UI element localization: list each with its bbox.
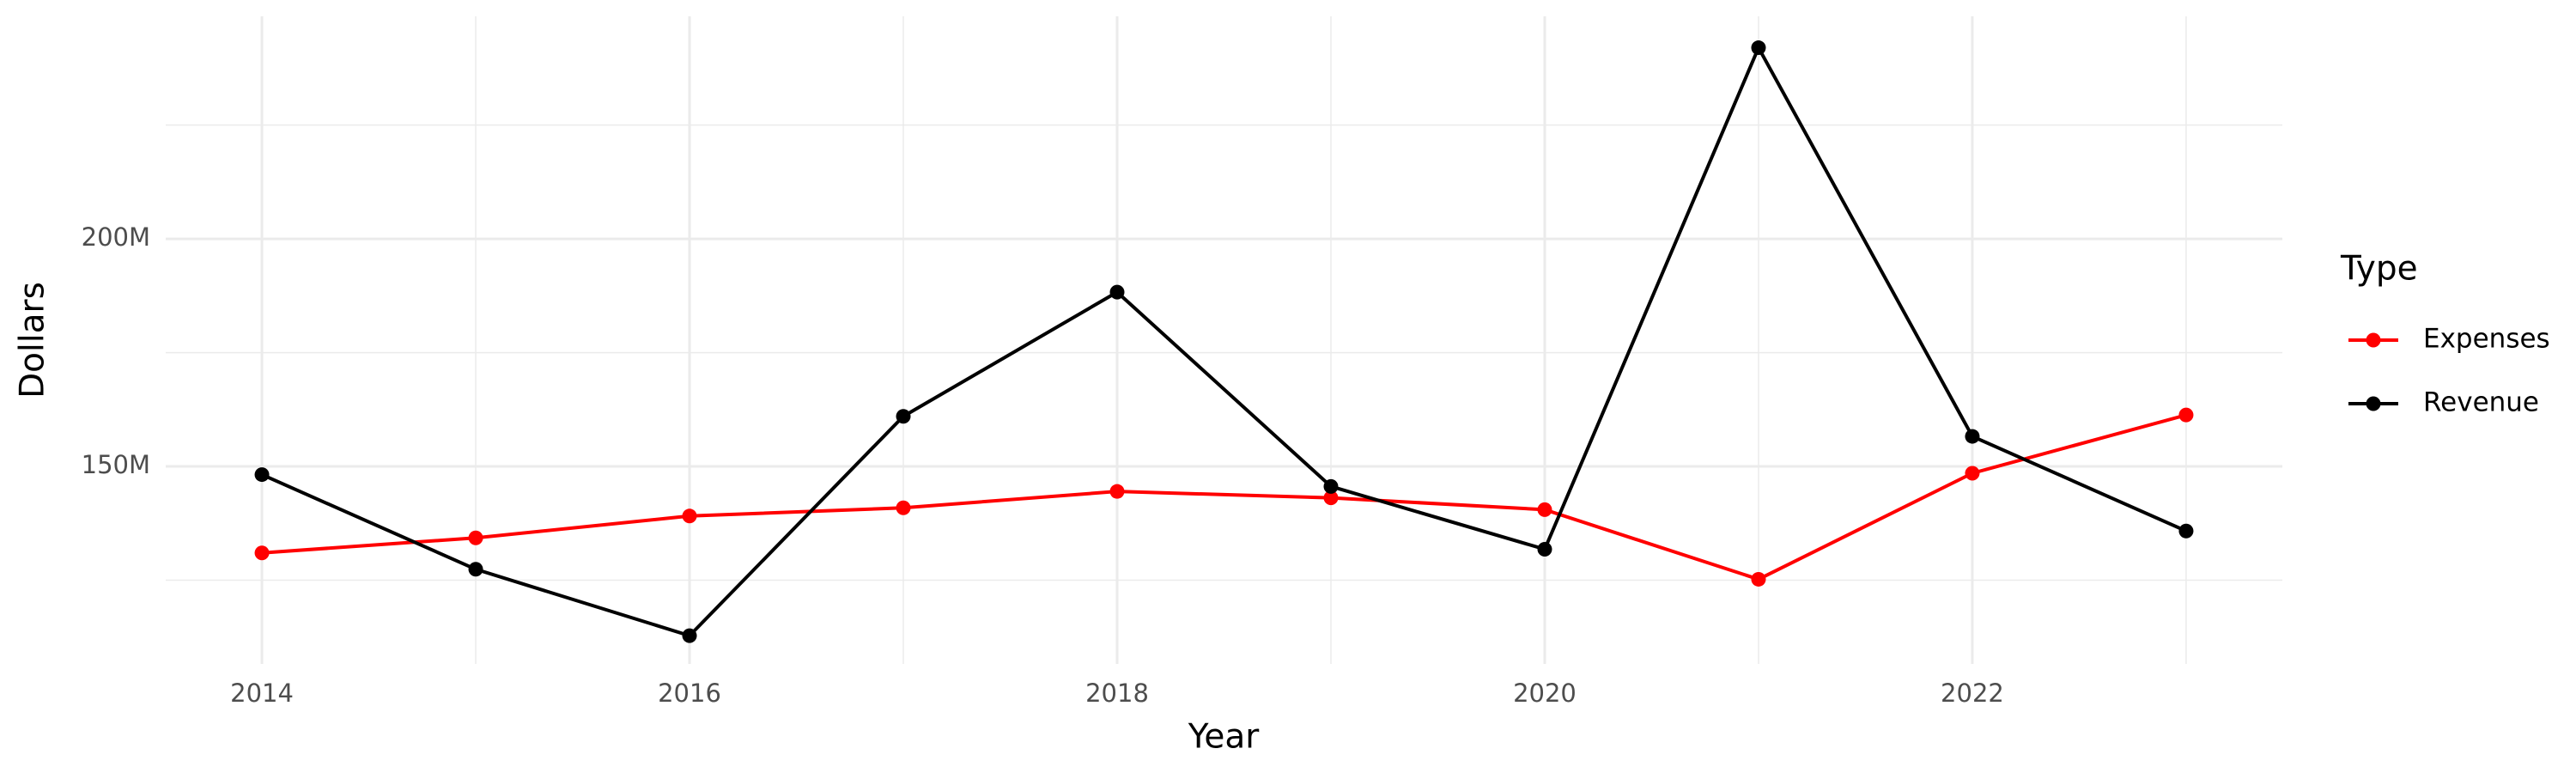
data-point [682, 508, 697, 524]
data-point [1751, 40, 1766, 56]
data-point [1965, 429, 1980, 444]
y-tick-label: 200M [82, 222, 150, 252]
x-tick-label: 2020 [1513, 679, 1577, 708]
data-point [468, 562, 483, 577]
y-tick-label: 150M [82, 450, 150, 479]
data-point [1109, 284, 1125, 300]
data-point [254, 545, 270, 561]
data-point [1537, 502, 1552, 517]
x-tick-label: 2022 [1941, 679, 2004, 708]
data-point [896, 409, 911, 424]
data-point [468, 530, 483, 545]
data-point [2178, 407, 2194, 423]
data-point [682, 628, 697, 643]
data-point [1965, 466, 1980, 481]
x-tick-label: 2016 [658, 679, 721, 708]
legend-key-point [2366, 332, 2381, 348]
legend-key-point [2366, 396, 2381, 411]
data-point [1537, 541, 1552, 557]
data-point [2178, 523, 2194, 539]
legend-label: Expenses [2423, 324, 2550, 355]
data-point [1109, 484, 1125, 499]
data-point [1751, 571, 1766, 587]
data-point [254, 467, 270, 483]
legend-title: Type [2340, 250, 2418, 289]
series-line [261, 413, 2187, 581]
x-tick-label: 2014 [230, 679, 294, 708]
series-line [261, 43, 2187, 638]
data-point [896, 500, 911, 515]
data-point [1323, 478, 1339, 494]
data-point [1323, 490, 1339, 506]
legend-label: Revenue [2423, 387, 2539, 418]
x-axis-title: Year [1188, 718, 1261, 757]
y-axis-title: Dollars [14, 282, 52, 399]
x-tick-label: 2018 [1085, 679, 1149, 708]
